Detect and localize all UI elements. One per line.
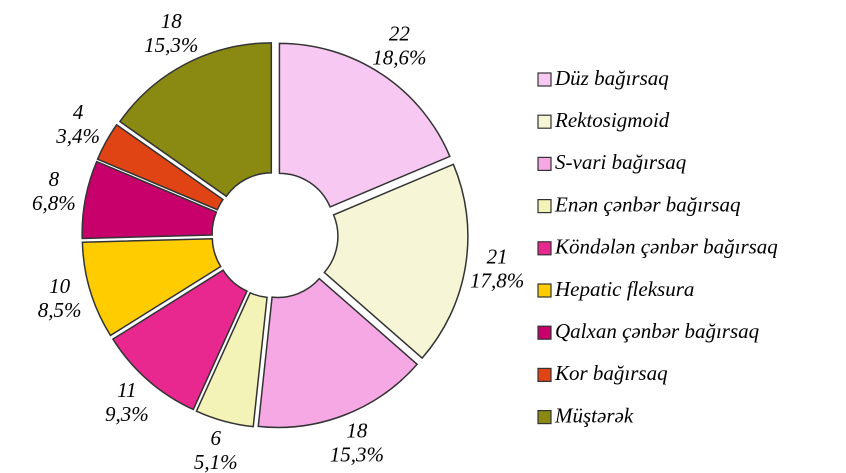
percent-label: 15,3% — [144, 33, 198, 57]
count-label: 18 — [346, 418, 368, 442]
legend-swatch — [537, 241, 552, 256]
percent-label: 9,3% — [105, 402, 149, 426]
count-label: 22 — [389, 21, 411, 45]
count-label: 21 — [487, 245, 508, 269]
legend-swatch — [537, 156, 552, 171]
legend-label: Müştərək — [554, 403, 634, 427]
legend-swatch — [537, 199, 552, 214]
slice — [323, 163, 469, 360]
count-label: 8 — [49, 167, 60, 191]
slice — [81, 238, 222, 337]
legend-label: Köndələn çənbər bağırsaq — [554, 235, 778, 259]
slice — [118, 42, 273, 198]
percent-label: 15,3% — [330, 442, 384, 466]
slice — [195, 291, 268, 428]
legend-label: Kor bağırsaq — [554, 361, 668, 385]
legend-swatch — [537, 72, 552, 87]
count-label: 4 — [73, 100, 84, 124]
percent-label: 3,4% — [55, 124, 100, 148]
count-label: 18 — [161, 9, 183, 33]
percent-label: 17,8% — [470, 269, 524, 293]
legend-swatch — [537, 367, 552, 382]
slice — [278, 42, 451, 208]
legend-label: Hepatic fleksura — [554, 277, 694, 301]
percent-label: 8,5% — [38, 298, 82, 322]
count-label: 11 — [117, 378, 136, 402]
legend-label: Düz bağırsaq — [554, 66, 669, 90]
legend-label: Enən çənbər bağırsaq — [554, 192, 741, 216]
legend-swatch — [537, 325, 552, 340]
slice — [96, 123, 225, 211]
count-label: 10 — [49, 274, 71, 298]
count-label: 6 — [211, 426, 222, 450]
slice — [111, 269, 248, 411]
legend-label: S-vari bağırsaq — [555, 150, 687, 174]
slice — [81, 160, 218, 240]
legend-swatch — [537, 283, 552, 298]
legend-swatch — [537, 114, 552, 129]
legend-label: Rektosigmoid — [554, 108, 670, 132]
percent-label: 18,6% — [372, 45, 426, 69]
percent-label: 5,1% — [194, 450, 238, 473]
legend-swatch — [537, 410, 552, 425]
slice — [257, 277, 419, 429]
percent-label: 6,8% — [32, 191, 76, 215]
legend-label: Qalxan çənbər bağırsaq — [555, 319, 760, 343]
